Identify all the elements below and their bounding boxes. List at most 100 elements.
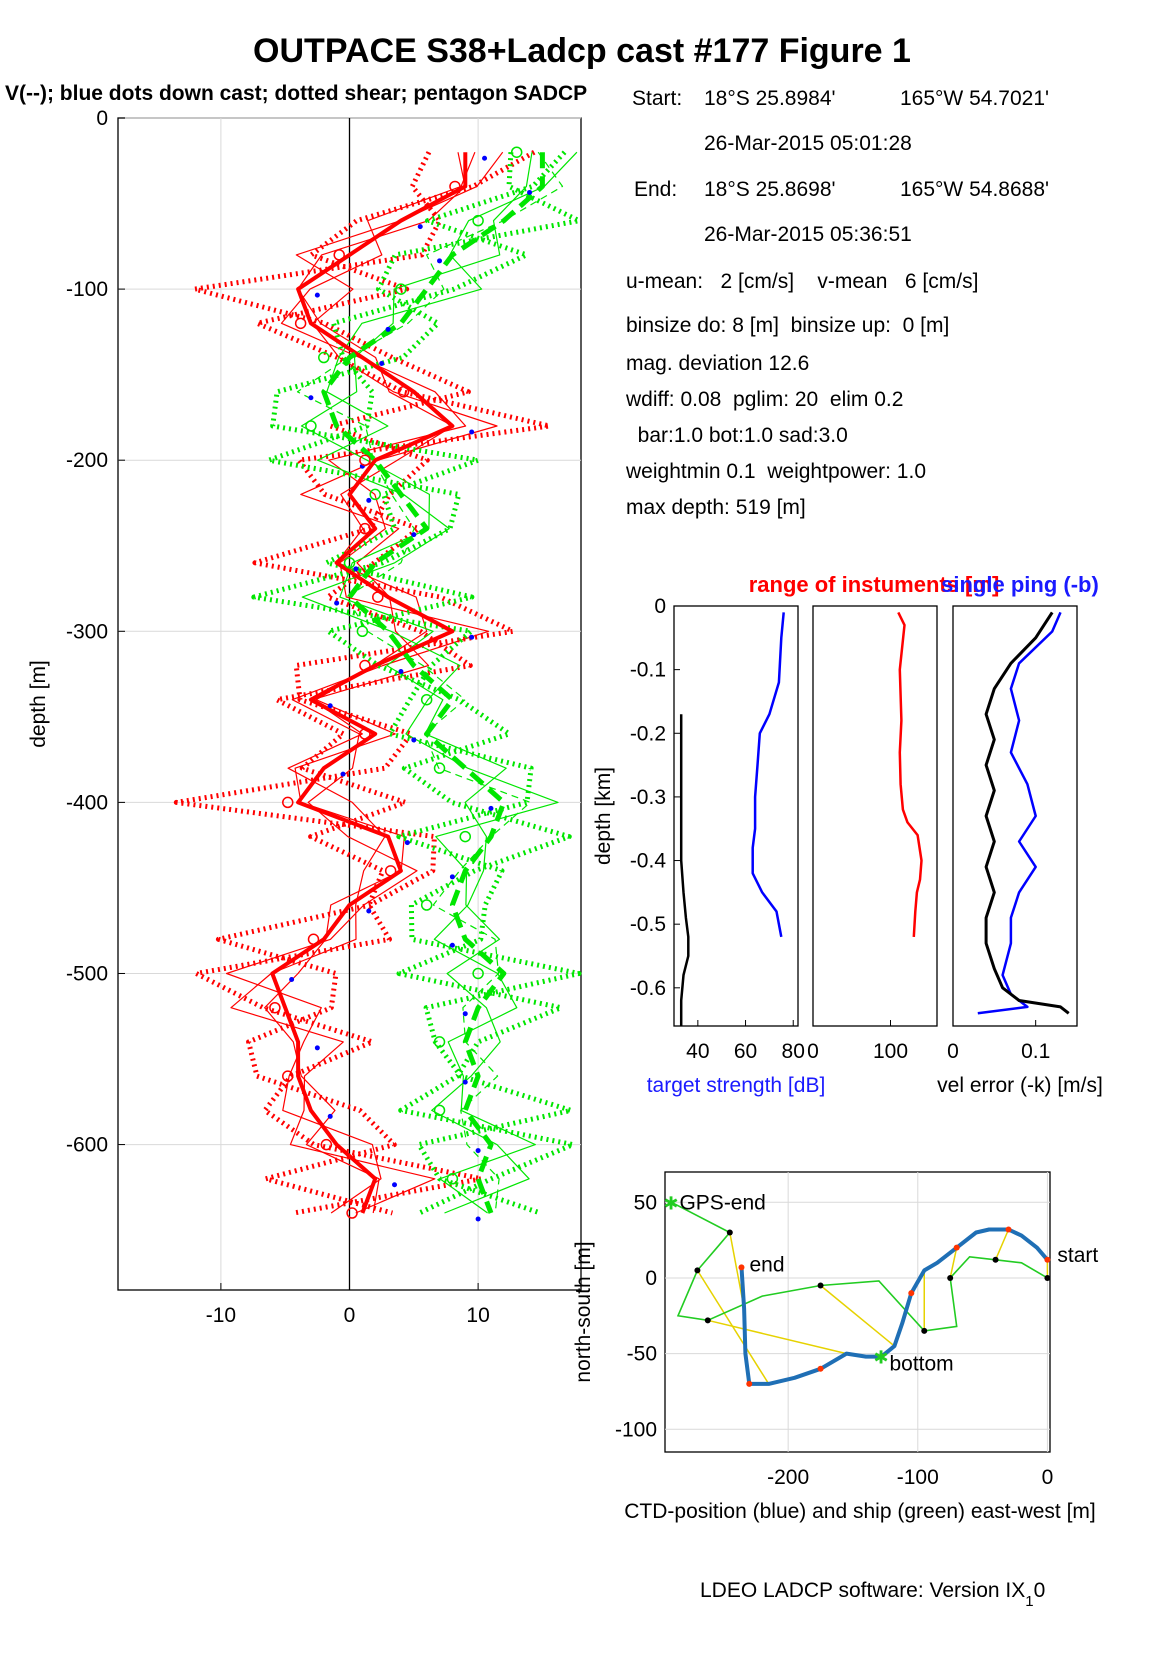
downcast-dot [392, 1182, 398, 1188]
ctd-marker [953, 1244, 960, 1251]
footer-tail: 0 [1034, 1579, 1046, 1602]
sadcp-marker-u [359, 522, 371, 535]
sadcp-marker-u [359, 454, 371, 466]
downcast-dot [398, 669, 404, 675]
link-line [994, 1229, 1010, 1261]
downcast-dot [527, 189, 533, 195]
v-ensemble-line [296, 151, 564, 1214]
target-strength-lines [679, 612, 785, 1026]
downcast-dot [366, 908, 372, 914]
sadcp-marker-u [384, 865, 397, 877]
downcast-dot [334, 600, 340, 606]
ytick-label: 0 [645, 1267, 657, 1290]
ytick-label: 0 [654, 595, 666, 618]
start-time: 26-Mar-2015 05:01:28 [704, 132, 912, 155]
sadcp-marker-v [395, 283, 407, 295]
bottom-label: bottom [889, 1353, 953, 1376]
target-strength-panel: 40 60 800-0.1-0.2-0.3-0.4-0.5-0.6 depth [k… [592, 595, 825, 1097]
end-time: 26-Mar-2015 05:36:51 [704, 223, 912, 246]
downcast-dot [475, 1216, 481, 1222]
sadcp-marker-v [343, 557, 356, 569]
profile-line [897, 611, 923, 937]
vel-error-title: single ping (-b) [941, 572, 1099, 597]
downcast-dot [462, 1011, 468, 1017]
sadcp-marker-u [269, 1001, 281, 1014]
track-panel: -200 -100 0 50 0 -50 -100 GPS-end end start bottom… [572, 1171, 1098, 1523]
ytick-label: -100 [615, 1418, 657, 1441]
ytick-label: -50 [627, 1343, 657, 1366]
sadcp-marker-u [372, 591, 384, 603]
downcast-dot [340, 771, 346, 777]
ytick-label: -500 [66, 962, 108, 985]
downcast-dot [314, 1045, 320, 1051]
u-ensemble-line [226, 151, 490, 1214]
means: u-mean: 2 [cm/s] v-mean 6 [cm/s] [626, 270, 979, 293]
downcast-dot [449, 942, 455, 948]
profile-line [679, 714, 690, 1026]
downcast-dot [411, 737, 417, 743]
v-mean-line [321, 152, 545, 1214]
ytick-label: -0.4 [630, 850, 667, 873]
ytick-label: -200 [66, 449, 108, 472]
range-panel: 0 100 range of instuments [m] [749, 572, 1000, 1063]
vel-error-label: vel error (-k) [m/s] [937, 1074, 1103, 1097]
ytick-label: -0.5 [630, 913, 666, 936]
ytick-label: -400 [66, 791, 108, 814]
figure-subtitle: V(--); blue dots down cast; dotted shear… [5, 82, 587, 105]
ship-marker [726, 1229, 733, 1236]
downcast-dot [404, 840, 410, 846]
downcast-dot [327, 1113, 333, 1119]
ytick-label: -0.3 [630, 786, 666, 809]
xtick-label: 0.1 [1021, 1040, 1050, 1063]
link-line [707, 1319, 847, 1355]
vel-error-lines [977, 611, 1070, 1015]
ytick-label: -0.6 [630, 977, 666, 1000]
ytick-label: 0 [96, 107, 108, 130]
sadcp-marker-u [449, 180, 461, 193]
xtick-label: 60 [734, 1040, 757, 1063]
sadcp-marker-u [333, 249, 345, 261]
downcast-dot [469, 634, 475, 640]
gps-end-star: ✱ [663, 1193, 678, 1213]
downcast-dot [314, 292, 320, 298]
sadcp-marker-v [446, 1173, 459, 1185]
binsize: binsize do: 8 [m] binsize up: 0 [m] [626, 314, 950, 337]
downcast-dot [449, 874, 455, 880]
link-line [820, 1284, 895, 1347]
xtick-label: -200 [767, 1466, 809, 1489]
ship-marker [1044, 1274, 1051, 1281]
ytick-label: -300 [66, 620, 108, 643]
sadcp-marker-u [307, 933, 320, 946]
sadcp-marker-v [459, 830, 471, 843]
figure-title: OUTPACE S38+Ladcp cast #177 Figure 1 [253, 32, 911, 70]
start-label: start [1057, 1244, 1098, 1267]
sadcp-marker-v [420, 899, 433, 911]
depth-km-label: depth [km] [592, 767, 615, 865]
end-lon: 165°W 54.8688' [900, 178, 1050, 201]
ctd-marker [1044, 1256, 1051, 1263]
xtick-label: 80 [782, 1040, 805, 1063]
ctd-marker [878, 1353, 885, 1360]
downcast-dot [475, 1148, 481, 1154]
sadcp-marker-v [305, 420, 317, 432]
vel-error-frame [952, 605, 1078, 1027]
ytick-label: 50 [634, 1191, 657, 1214]
sadcp-marker-v [433, 762, 446, 774]
wdiff: wdiff: 0.08 pglim: 20 elim 0.2 [626, 388, 904, 411]
sadcp-marker-u [397, 386, 410, 398]
profile-line [977, 611, 1062, 1015]
range-ticks: 0 100 [807, 1020, 908, 1063]
sadcp-marker-u [294, 317, 307, 330]
start-lat: 18°S 25.8984' [704, 87, 836, 110]
sadcp-marker-u [282, 796, 294, 809]
ctd-track [739, 1227, 1049, 1386]
track-frame [664, 1171, 1051, 1453]
vel-error-panel: 0 0.1 single ping (-b) vel error (-k) [m/… [937, 572, 1103, 1097]
track-ylabel: north-south [m] [572, 1241, 595, 1382]
downcast-dot [353, 566, 359, 572]
v-ensemble-line [270, 152, 582, 1216]
gps-end-label: GPS-end [679, 1191, 765, 1214]
link-line [696, 1269, 770, 1385]
track-lines [665, 1172, 1051, 1452]
